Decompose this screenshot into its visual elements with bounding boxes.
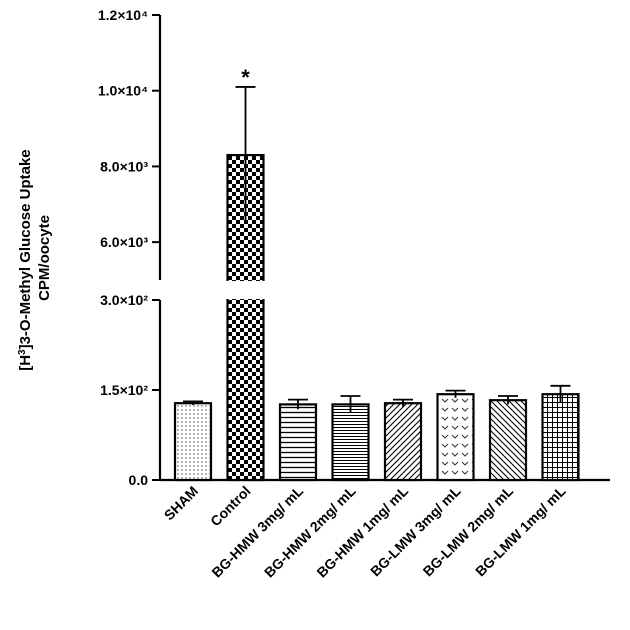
significance-marker: * — [241, 65, 250, 90]
y-tick-label: 1.2×10⁴ — [98, 7, 148, 23]
y-tick-label: 1.5×10² — [100, 382, 148, 398]
category-label: BG-HMW 3mg/ mL — [208, 482, 306, 580]
bar — [383, 402, 423, 482]
bar — [436, 393, 475, 482]
y-ticks: 0.0 1.5×10² 3.0×10² 6.0×10³ 8.0×10³ 1.0×10⁴ 1.… — [98, 7, 160, 488]
y-axis-title-line1: ]3-O-Methyl Glucose Uptake — [17, 149, 34, 349]
category-label: BG-LMW 2mg/ mL — [420, 482, 517, 579]
bar — [541, 393, 580, 482]
y-tick-label: 3.0×10² — [100, 292, 148, 308]
bar — [488, 399, 528, 482]
category-label: BG-HMW 1mg/ mL — [313, 482, 411, 580]
bar — [173, 402, 213, 482]
category-label: Control — [207, 483, 254, 530]
y-tick-label: 0.0 — [129, 472, 149, 488]
category-label: BG-LMW 1mg/ mL — [472, 482, 569, 579]
y-tick-label: 6.0×10³ — [100, 234, 148, 250]
y-tick-label: 8.0×10³ — [100, 158, 148, 174]
category-label: BG-LMW 3mg/ mL — [367, 482, 464, 579]
y-tick-label: 1.0×10⁴ — [98, 83, 148, 99]
bar — [278, 403, 318, 482]
y-axis-title: [H3]3-O-Methyl Glucose Uptake CPM/oocyte — [17, 145, 54, 371]
category-label: SHAM — [161, 483, 201, 523]
bar — [331, 403, 370, 482]
y-axis-title-line2: CPM/oocyte — [36, 215, 53, 301]
axis-break-gap — [225, 281, 266, 299]
category-label: BG-HMW 2mg/ mL — [261, 482, 359, 580]
bars: * — [173, 65, 580, 482]
